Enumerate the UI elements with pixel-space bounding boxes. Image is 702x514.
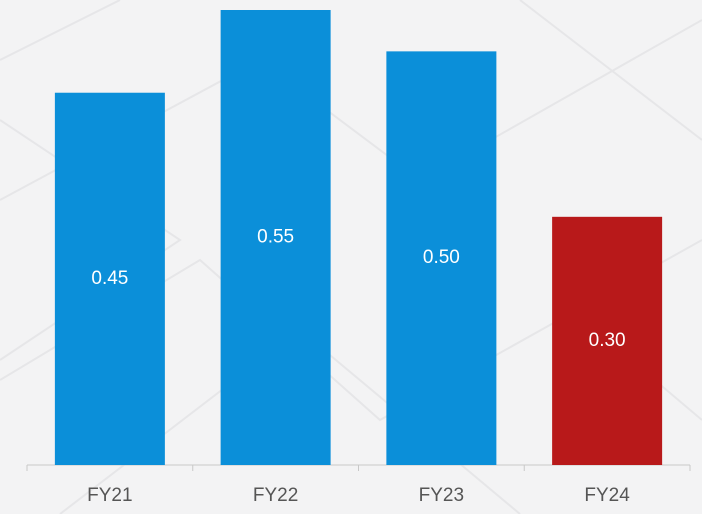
x-tick-label: FY21 [87, 485, 132, 506]
value-label: 0.50 [423, 247, 460, 268]
bar [552, 216, 663, 465]
x-tick-label: FY24 [584, 485, 630, 506]
bar [54, 92, 165, 466]
value-label: 0.55 [257, 227, 294, 248]
x-tick-label: FY22 [253, 485, 298, 506]
x-tick-label: FY23 [419, 485, 464, 506]
value-label: 0.30 [589, 330, 626, 351]
value-label: 0.45 [91, 268, 128, 289]
bar [220, 10, 331, 465]
bar [386, 51, 497, 465]
